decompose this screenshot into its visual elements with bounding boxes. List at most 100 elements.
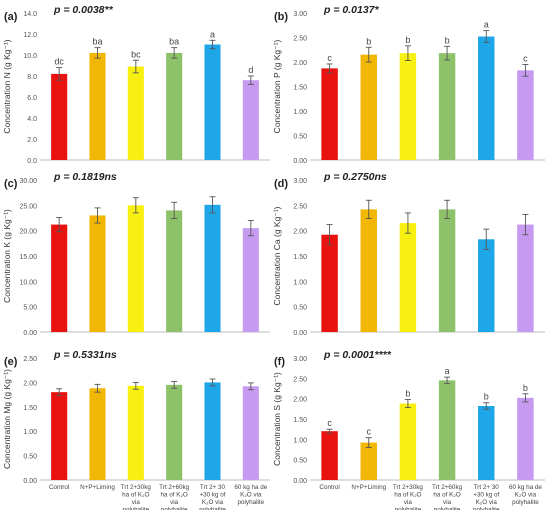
significance-letter: bc: [131, 49, 141, 59]
y-tick-label: 0.50: [293, 305, 307, 312]
y-tick-label: 1.50: [23, 405, 37, 412]
y-tick-label: 0.50: [293, 458, 307, 465]
chart-panel-3: (c) p = 0.1819ns 0.00 5.00 10.00 15.00 20.00 25…: [2, 171, 270, 337]
y-axis-label: Concentration K (g Kg⁻¹): [2, 209, 12, 303]
significance-letter: c: [367, 427, 372, 437]
bar-3: [127, 385, 144, 480]
y-axis-label: Concentration P (g Kg⁻¹): [272, 40, 282, 134]
bar-5: [204, 44, 221, 160]
bar-2: [89, 52, 106, 160]
significance-letter: b: [405, 35, 410, 45]
bar-1: [321, 431, 338, 480]
y-tick-label: 10.0: [23, 53, 37, 60]
y-tick-label: 1.00: [293, 109, 307, 116]
y-tick-label: 15.00: [19, 254, 37, 261]
bar-2: [360, 442, 377, 480]
y-tick-label: 0.00: [293, 330, 307, 337]
p-value-label: p = 0.0001****: [323, 349, 392, 361]
bar-2: [360, 54, 377, 160]
bar-6: [242, 228, 259, 332]
significance-letter: c: [327, 418, 332, 428]
y-tick-label: 1.50: [293, 417, 307, 424]
x-tick-label: Trt 2+30kg ha of K₂O via polyhalite: [121, 484, 152, 510]
y-tick-label: 2.50: [23, 356, 37, 363]
p-value-label: p = 0.0038**: [53, 4, 114, 16]
y-tick-label: 4.0: [27, 116, 37, 123]
y-tick-label: 0.0: [27, 158, 37, 165]
y-tick-label: 0.50: [23, 454, 37, 461]
significance-letter: ba: [169, 37, 179, 47]
panel-label: (c): [4, 178, 18, 190]
significance-letter: ba: [92, 37, 102, 47]
y-tick-label: 1.00: [23, 429, 37, 436]
bar-1: [51, 392, 68, 480]
y-tick-label: 0.00: [23, 330, 37, 337]
p-value-label: p = 0.5331ns: [53, 349, 117, 361]
bar-1: [321, 234, 338, 332]
y-tick-label: 3.00: [293, 11, 307, 18]
x-tick-label: 60 kg ha de K₂O via polyhalite: [234, 484, 267, 506]
bar-3: [399, 223, 417, 332]
bar-4: [438, 380, 456, 480]
y-tick-label: 25.00: [19, 203, 37, 210]
significance-letter: d: [248, 65, 253, 75]
chart-panel-5: (e) p = 0.5331ns 0.00 0.50 1.00 1.50 2.00 2.50 C…: [2, 349, 270, 510]
y-tick-label: 3.00: [293, 178, 307, 185]
y-tick-label: 20.00: [19, 229, 37, 236]
bar-5: [478, 405, 495, 480]
bar-4: [166, 210, 183, 332]
bar-4: [166, 384, 183, 480]
panel-label: (d): [274, 178, 288, 190]
bar-5: [204, 382, 221, 480]
bar-1: [321, 68, 338, 160]
bar-5: [478, 36, 495, 160]
x-tick-label: Trt 2+30kg ha of K₂O via polyhalite: [393, 484, 424, 510]
y-axis-label: Concentration S (g Kg⁻¹): [272, 372, 282, 466]
bar-5: [478, 239, 495, 332]
x-tick-label: Trt 2+ 30 +30 kg of K₂O via polyhalite: [473, 484, 500, 510]
bar-2: [360, 209, 377, 332]
chart-panel-6: (f) p = 0.0001**** 0.00 0.50 1.00 1.50 2.00 2.5…: [272, 349, 545, 510]
y-tick-label: 2.00: [23, 380, 37, 387]
y-tick-label: 1.50: [293, 254, 307, 261]
y-tick-label: 1.50: [293, 85, 307, 92]
panel-label: (b): [274, 11, 288, 23]
bar-2: [89, 388, 106, 480]
significance-letter: c: [523, 53, 528, 63]
chart-panel-2: (b) p = 0.0137* 0.00 0.50 1.00 1.50 2.00 2.50 3.…: [272, 4, 545, 165]
bar-6: [517, 70, 534, 160]
y-tick-label: 8.0: [27, 74, 37, 81]
significance-letter: a: [484, 20, 489, 30]
y-tick-label: 2.00: [293, 60, 307, 67]
bar-4: [438, 209, 456, 332]
y-tick-label: 5.00: [23, 305, 37, 312]
significance-letter: b: [484, 392, 489, 402]
significance-letter: b: [366, 36, 371, 46]
y-tick-label: 0.50: [293, 134, 307, 141]
significance-letter: b: [405, 388, 410, 398]
panel-label: (a): [4, 11, 18, 23]
significance-letter: a: [210, 29, 215, 39]
bar-6: [517, 397, 534, 480]
panel-label: (e): [4, 356, 18, 368]
bar-3: [127, 66, 144, 160]
bar-1: [51, 73, 68, 160]
significance-letter: b: [445, 35, 450, 45]
y-tick-label: 1.00: [293, 437, 307, 444]
y-tick-label: 12.0: [23, 32, 37, 39]
y-tick-label: 0.00: [23, 478, 37, 485]
y-tick-label: 1.00: [293, 279, 307, 286]
x-tick-label: Trt 2+60kg ha of K₂O via polyhalite: [432, 484, 463, 510]
y-axis-label: Concentration N (g Kg⁻¹): [2, 39, 12, 133]
bar-5: [204, 204, 221, 332]
bar-6: [242, 80, 259, 160]
x-tick-label: Control: [49, 484, 69, 491]
y-axis-label: Concentration Ca (g Kg⁻¹): [272, 206, 282, 305]
x-tick-label: N+P+Liming: [80, 484, 115, 491]
p-value-label: p = 0.0137*: [323, 4, 379, 16]
bar-3: [127, 205, 144, 332]
x-tick-label: Trt 2+60kg ha of K₂O via polyhalite: [159, 484, 190, 510]
y-axis-label: Concentration Mg (g Kg⁻¹): [2, 369, 12, 469]
p-value-label: p = 0.1819ns: [53, 171, 117, 183]
